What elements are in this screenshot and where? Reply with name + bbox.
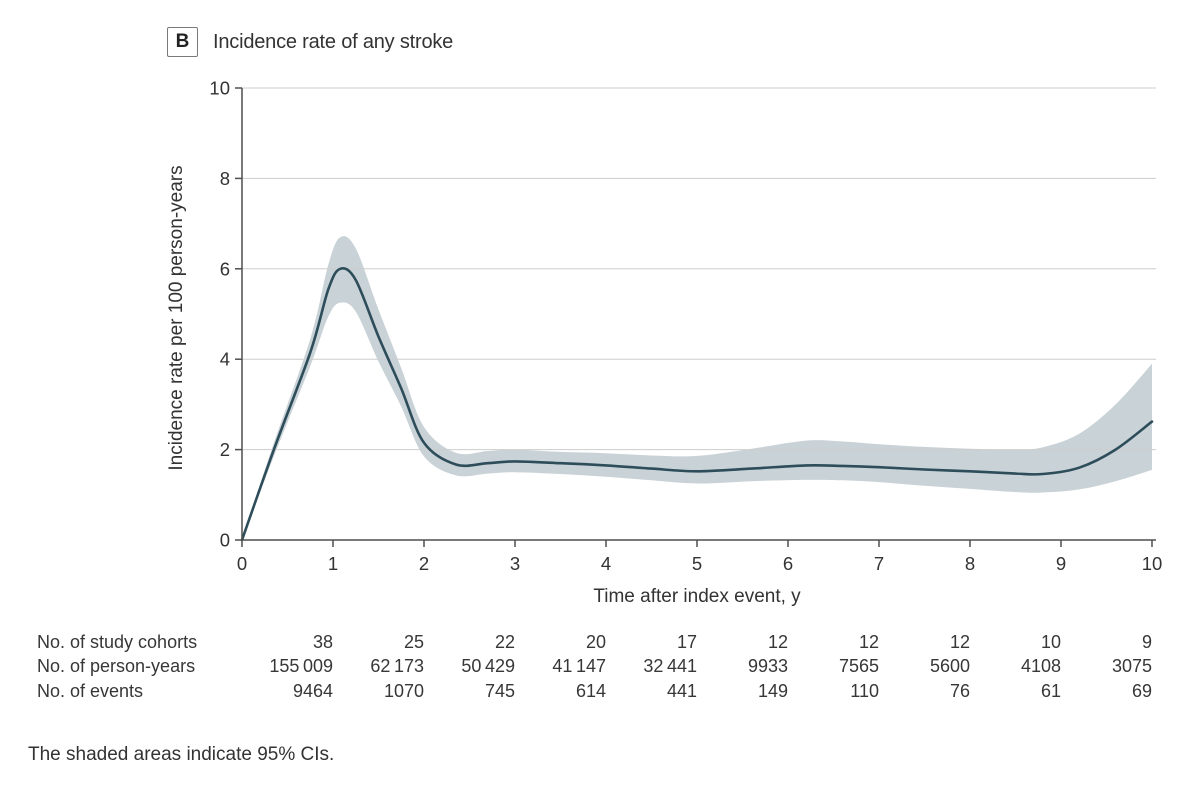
table-cell: 7565 <box>838 656 879 677</box>
x-tick-label: 6 <box>783 553 793 574</box>
table-cell: 149 <box>757 680 788 701</box>
table-cell: 20 <box>585 631 606 652</box>
ci-band-layer <box>242 236 1152 540</box>
table-cell: 17 <box>676 631 697 652</box>
figure-title: Incidence rate of any stroke <box>213 31 454 53</box>
risk-table: No. of study cohorts 38 25 22 20 17 12 12 12 10 9 N… <box>0 630 1155 704</box>
footnote: The shaded areas indicate 95% CIs. <box>28 744 335 765</box>
table-cell: 12 <box>767 631 788 652</box>
gridline-layer <box>242 87 1156 451</box>
ci-band <box>242 236 1152 540</box>
table-cell: 12 <box>949 631 970 652</box>
table-cell: 9933 <box>747 656 788 677</box>
table-cell: 62 173 <box>370 656 424 677</box>
x-tick-label: 8 <box>965 553 975 574</box>
table-cell: 614 <box>575 680 606 701</box>
table-cell: 61 <box>1040 680 1061 701</box>
table-row-label: No. of events <box>37 680 144 701</box>
table-cell: 69 <box>1131 680 1152 701</box>
table-row-label: No. of study cohorts <box>37 631 198 652</box>
x-tick-label: 3 <box>510 553 520 574</box>
axis-layer: 0 2 4 6 8 10 0 1 2 3 4 5 6 7 8 9 10 <box>209 78 1162 575</box>
table-cell: 9 <box>1141 631 1152 652</box>
table-row: No. of study cohorts 38 25 22 20 17 12 12 12 10 9 <box>0 630 1155 655</box>
table-cell: 50 429 <box>461 656 515 677</box>
table-cell: 38 <box>312 631 333 652</box>
table-cell: 10 <box>1040 631 1061 652</box>
panel-label: B <box>175 31 190 52</box>
table-cell: 155 009 <box>269 656 333 677</box>
y-tick-label: 6 <box>220 258 230 279</box>
table-cell: 3075 <box>1111 656 1152 677</box>
table-row: No. of events 9464 1070 745 614 441 149 110 76 61… <box>0 679 1155 704</box>
y-tick-label: 10 <box>209 78 230 99</box>
y-axis-title: Incidence rate per 100 person-years <box>166 165 187 470</box>
y-tick-label: 8 <box>220 168 230 189</box>
y-tick-label: 2 <box>220 439 230 460</box>
table-cell: 12 <box>858 631 879 652</box>
x-tick-label: 5 <box>692 553 702 574</box>
table-cell: 76 <box>949 680 970 701</box>
x-tick-label: 1 <box>328 553 338 574</box>
panel-label-box: B <box>167 27 198 57</box>
x-tick-label: 7 <box>874 553 884 574</box>
table-cell: 4108 <box>1020 656 1061 677</box>
y-tick-label: 4 <box>220 349 230 370</box>
mean-line-layer <box>240 267 1154 542</box>
x-tick-label: 4 <box>601 553 611 574</box>
table-cell: 41 147 <box>552 656 606 677</box>
table-row-label: No. of person-years <box>37 656 196 677</box>
table-cell: 1070 <box>383 680 424 701</box>
x-tick-label: 2 <box>419 553 429 574</box>
table-cell: 22 <box>494 631 515 652</box>
x-tick-label: 9 <box>1056 553 1066 574</box>
mean-line <box>240 267 1154 542</box>
x-tick-label: 0 <box>237 553 247 574</box>
y-tick-label: 0 <box>220 530 230 551</box>
table-cell: 110 <box>850 680 879 701</box>
table-cell: 5600 <box>929 656 970 677</box>
table-cell: 441 <box>666 680 697 701</box>
table-cell: 32 441 <box>643 656 697 677</box>
x-axis-title: Time after index event, y <box>593 586 801 607</box>
table-row: No. of person-years 155 009 62 173 50 429 41… <box>0 655 1155 680</box>
table-cell: 745 <box>484 680 515 701</box>
table-cell: 9464 <box>292 680 333 701</box>
x-tick-label: 10 <box>1142 553 1163 574</box>
table-cell: 25 <box>403 631 424 652</box>
